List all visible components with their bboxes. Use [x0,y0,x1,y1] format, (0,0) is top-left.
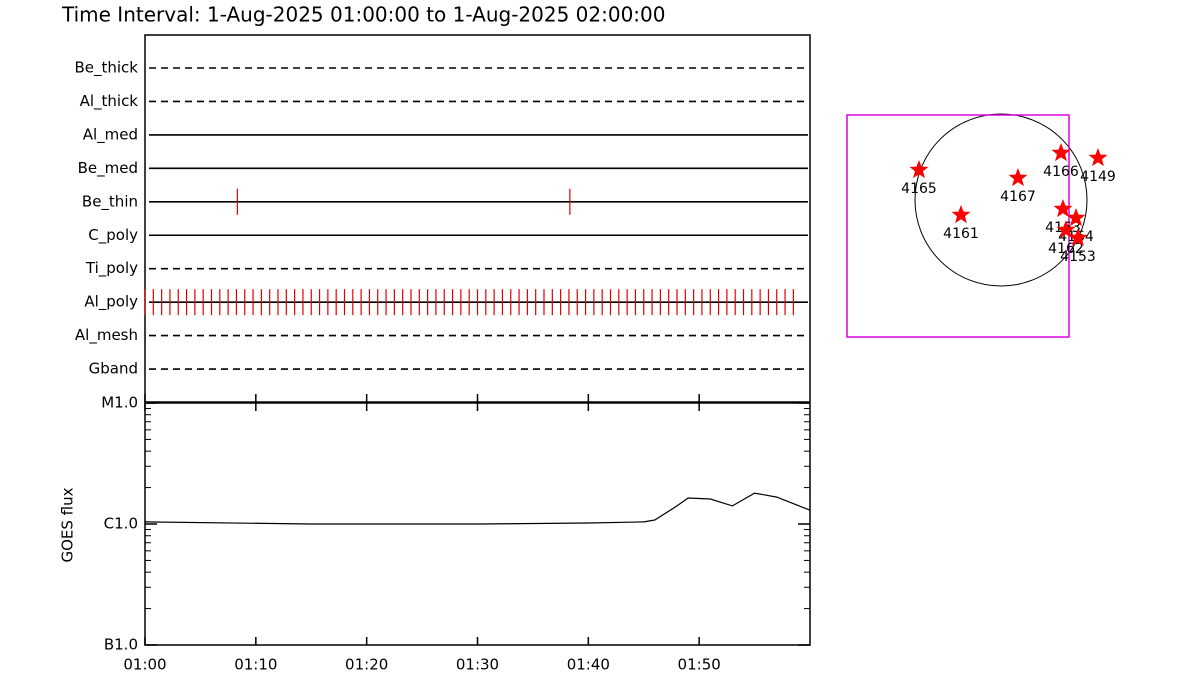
row-label: Be_thin [82,192,138,211]
region-label: 4161 [943,226,979,242]
row-label: Gband [89,360,138,378]
row-label: Al_thick [80,92,139,111]
y-tick-label: C1.0 [104,515,138,533]
row-label: Al_poly [84,293,138,312]
fov-box [846,114,1070,338]
goes-line [144,492,811,525]
row-label: Be_thick [74,59,138,78]
y-tick-label: B1.0 [104,636,138,654]
region-label: 4167 [1000,189,1036,205]
x-tick-label: 01:00 [123,656,166,674]
region-star [1053,199,1073,218]
region-star [1066,208,1086,227]
y-axis-label: GOES flux [59,487,77,562]
x-tick-label: 01:40 [567,656,610,674]
region-star [1056,220,1076,239]
region-star [1008,168,1028,187]
row-label: Al_med [83,125,138,144]
region-star [951,205,971,224]
chart-title: Time Interval: 1-Aug-2025 01:00:00 to 1-… [61,3,666,27]
region-label: 4149 [1080,169,1116,185]
x-tick-label: 01:10 [234,656,277,674]
region-star [1068,228,1088,247]
x-tick-label: 01:30 [456,656,499,674]
x-tick-label: 01:20 [345,656,388,674]
region-star [909,160,929,179]
row-label: Be_med [78,159,138,178]
region-label: 4153 [1060,249,1096,265]
row-label: Ti_poly [85,259,138,278]
row-label: C_poly [88,226,138,245]
region-label: 4162 [1048,241,1084,257]
row-label: Al_mesh [75,326,138,345]
solar-limb [914,113,1088,287]
region-star [1051,143,1071,162]
y-tick-label: M1.0 [101,394,138,412]
region-label: 4165 [901,181,937,197]
region-star [1088,148,1108,167]
x-tick-label: 01:50 [678,656,721,674]
region-label: 4166 [1043,164,1079,180]
